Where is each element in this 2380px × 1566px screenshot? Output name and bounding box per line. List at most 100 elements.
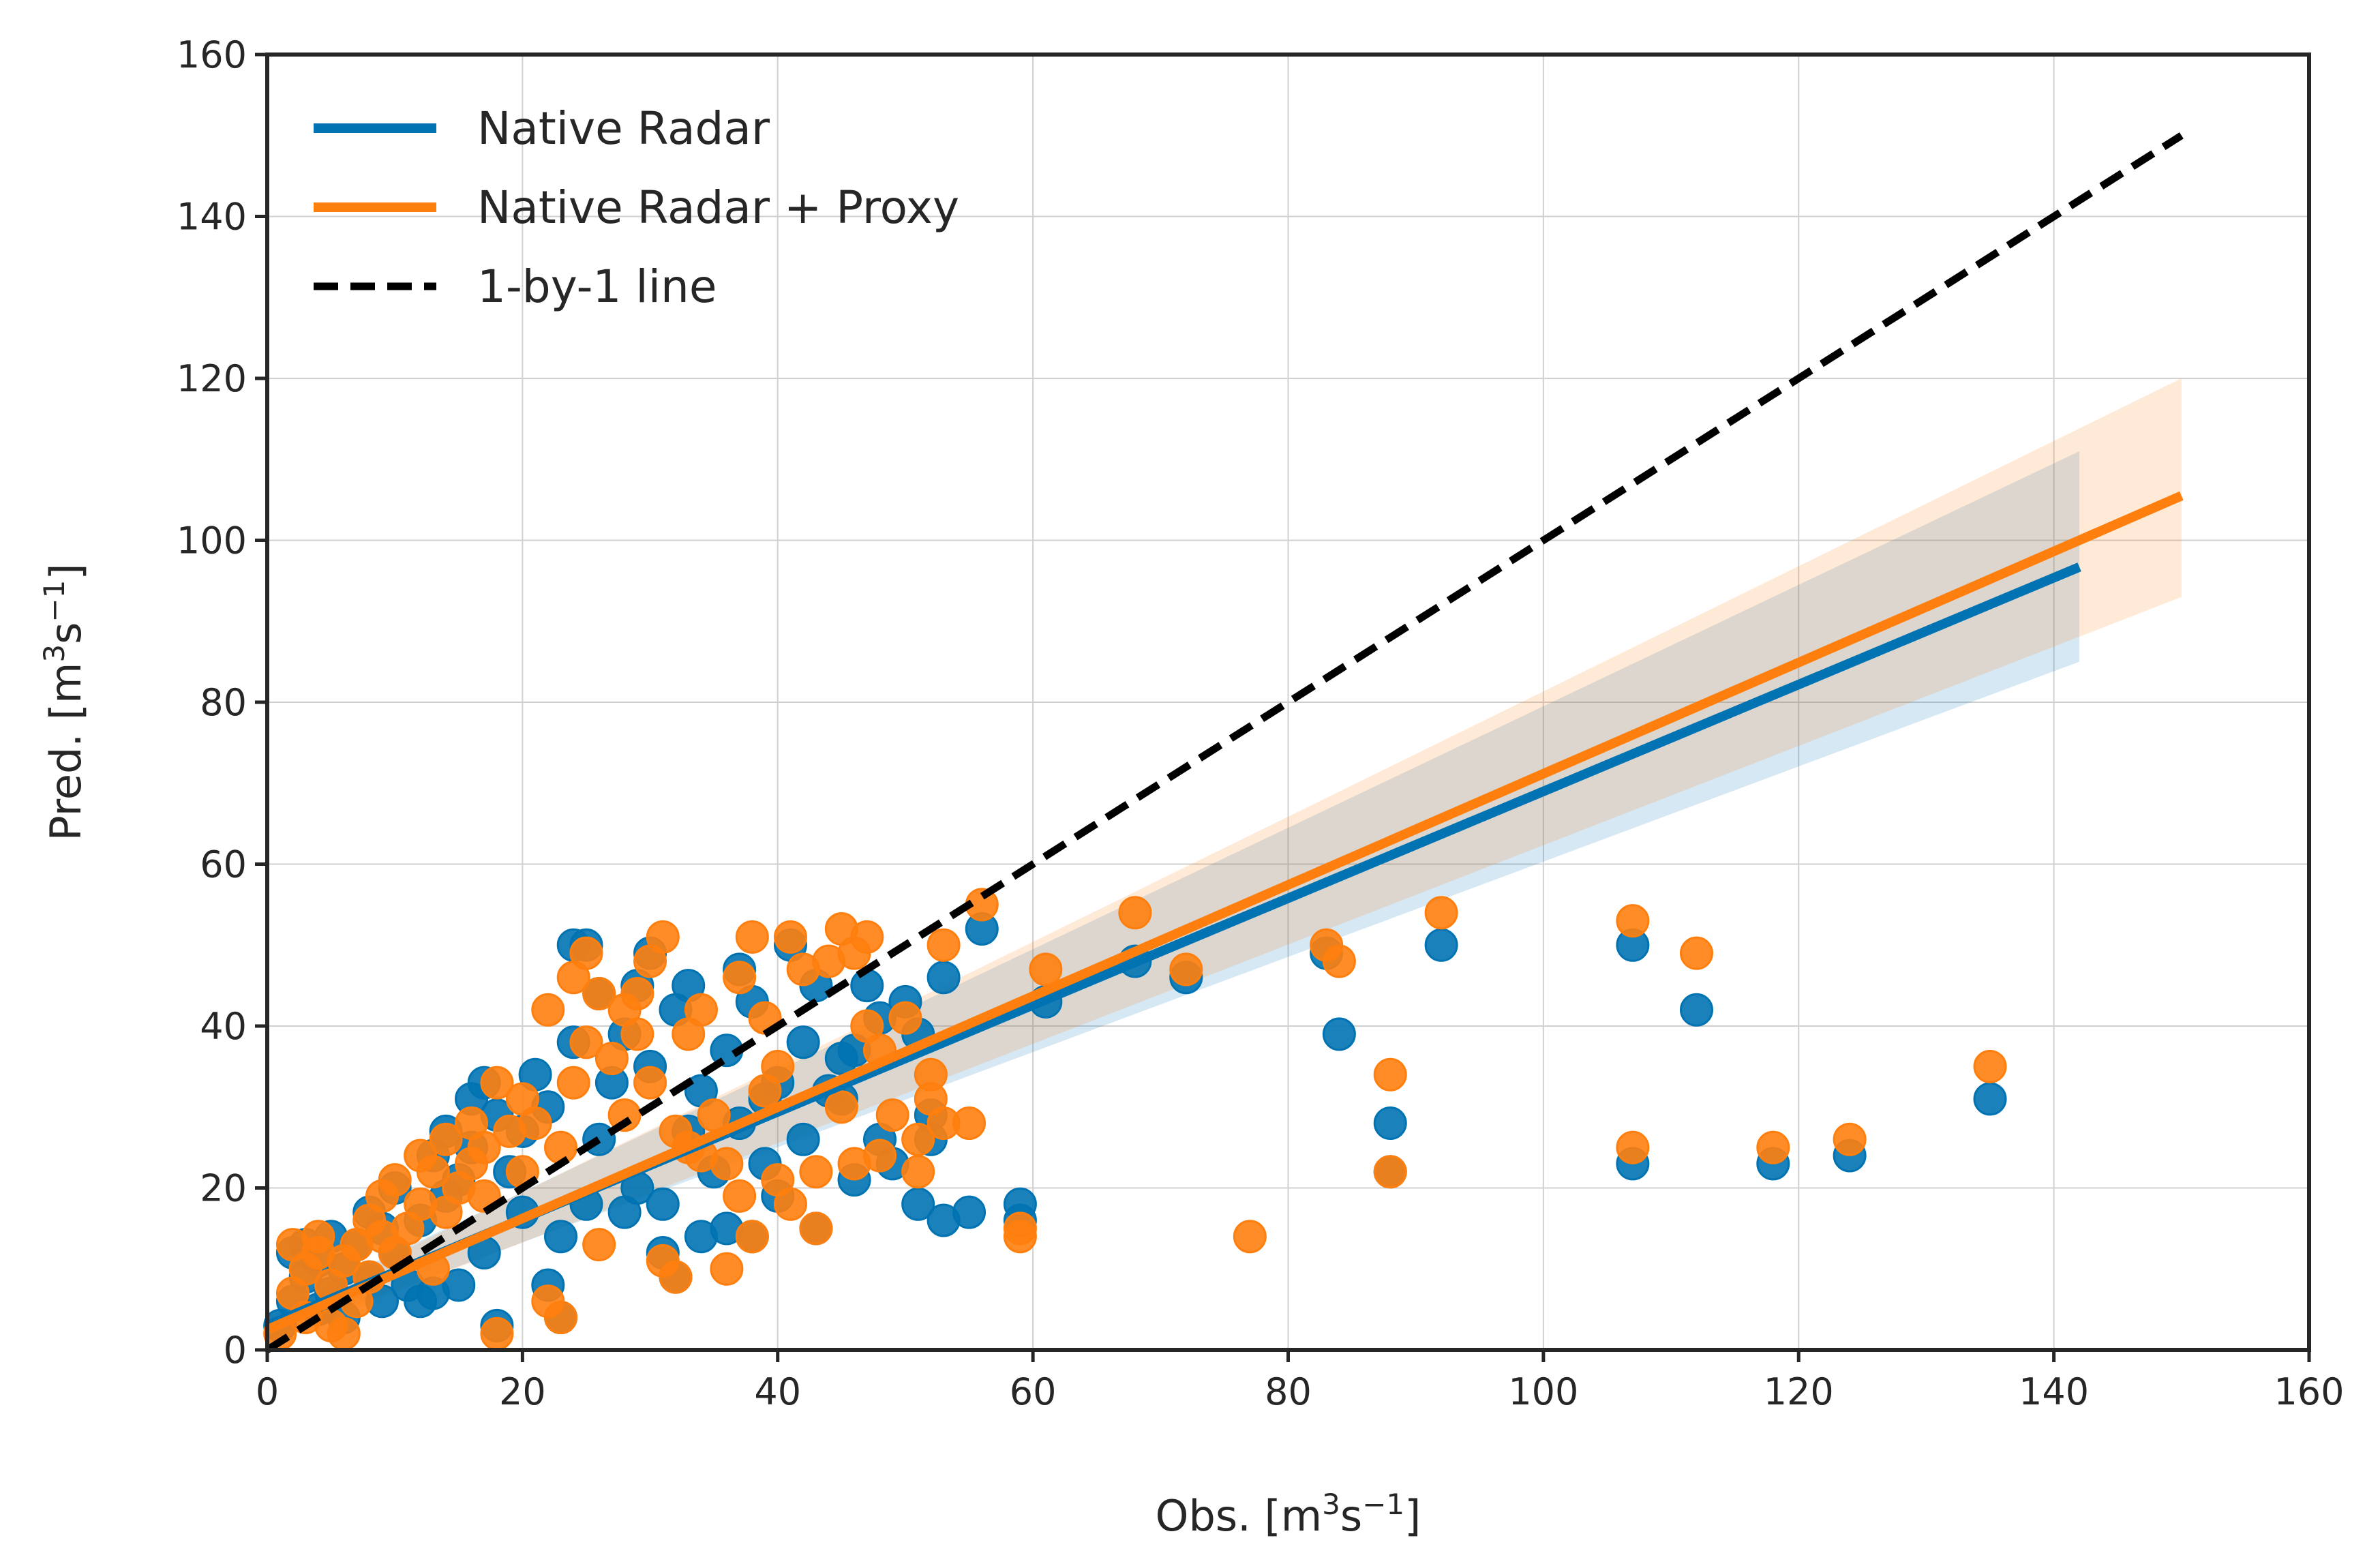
point-native-radar-proxy bbox=[1680, 936, 1713, 970]
point-native-radar-proxy bbox=[1322, 944, 1356, 978]
point-native-radar-proxy bbox=[429, 1122, 463, 1156]
point-native-radar bbox=[1322, 1017, 1356, 1051]
legend: Native Radar Native Radar + Proxy 1-by-1… bbox=[314, 102, 959, 313]
y-tick-label: 60 bbox=[200, 843, 247, 886]
point-native-radar-proxy bbox=[1616, 904, 1650, 938]
point-native-radar-proxy bbox=[888, 1001, 922, 1035]
point-native-radar-proxy bbox=[633, 1066, 667, 1100]
x-tick-label: 140 bbox=[2019, 1370, 2089, 1413]
point-native-radar-proxy bbox=[735, 920, 769, 954]
point-native-radar-proxy bbox=[556, 1066, 590, 1100]
x-tick-label: 20 bbox=[499, 1370, 546, 1413]
x-axis-title-prefix: Obs. [m bbox=[1156, 1491, 1322, 1541]
point-native-radar-proxy bbox=[1756, 1130, 1790, 1164]
point-native-radar-proxy bbox=[327, 1316, 361, 1351]
point-native-radar-proxy bbox=[659, 1260, 693, 1294]
point-native-radar-proxy bbox=[824, 1090, 858, 1124]
legend-label-native-radar-proxy: Native Radar + Proxy bbox=[477, 181, 959, 234]
point-native-radar bbox=[442, 1268, 476, 1302]
y-tick-label: 80 bbox=[200, 681, 247, 724]
point-native-radar-proxy bbox=[620, 1017, 654, 1051]
point-native-radar-proxy bbox=[799, 1155, 833, 1189]
point-native-radar-proxy bbox=[723, 1179, 757, 1213]
y-axis-title-sup2: −1 bbox=[37, 580, 71, 622]
one-to-one-line bbox=[265, 132, 2184, 1353]
point-native-radar-proxy bbox=[761, 1049, 795, 1083]
point-native-radar-proxy bbox=[582, 1228, 616, 1262]
point-native-radar-proxy bbox=[594, 1042, 629, 1075]
point-native-radar bbox=[1424, 928, 1458, 962]
point-native-radar bbox=[952, 1195, 986, 1229]
legend-label-1-by-1-line: 1-by-1 line bbox=[477, 260, 717, 313]
x-axis-title-suffix: ] bbox=[1404, 1491, 1421, 1541]
point-native-radar-proxy bbox=[620, 977, 654, 1010]
confidence-bands bbox=[267, 378, 2182, 1342]
point-native-radar-proxy bbox=[1118, 896, 1152, 930]
point-native-radar bbox=[1973, 1082, 2007, 1116]
point-native-radar-proxy bbox=[569, 936, 603, 970]
point-native-radar-proxy bbox=[952, 1106, 986, 1140]
point-native-radar-proxy bbox=[544, 1301, 578, 1334]
point-native-radar-proxy bbox=[773, 1187, 807, 1221]
y-tick-label: 120 bbox=[177, 357, 247, 400]
point-native-radar bbox=[544, 1220, 578, 1254]
point-native-radar-proxy bbox=[1029, 952, 1063, 987]
point-native-radar-proxy bbox=[863, 1139, 897, 1173]
point-native-radar-proxy bbox=[531, 993, 565, 1027]
x-tick-label: 80 bbox=[1265, 1370, 1312, 1413]
point-native-radar-proxy bbox=[723, 961, 757, 995]
point-native-radar-proxy bbox=[710, 1252, 744, 1286]
point-native-radar-proxy bbox=[773, 920, 807, 954]
point-native-radar-proxy bbox=[1833, 1122, 1867, 1156]
x-axis-title: Obs. [m3s−1] bbox=[1156, 1488, 1421, 1541]
point-native-radar-proxy bbox=[1973, 1049, 2007, 1083]
x-axis-title-mid: s bbox=[1340, 1491, 1362, 1541]
fit-line-native-radar-proxy bbox=[265, 491, 2184, 1334]
y-axis-title-sup1: 3 bbox=[37, 644, 71, 663]
point-native-radar-proxy bbox=[467, 1130, 501, 1164]
point-native-radar-proxy bbox=[799, 1211, 833, 1246]
point-native-radar-proxy bbox=[378, 1163, 412, 1197]
point-native-radar bbox=[646, 1187, 680, 1221]
y-axis-title: Pred. [m3s−1] bbox=[37, 563, 91, 841]
y-tick-label: 0 bbox=[224, 1329, 247, 1372]
point-native-radar-proxy bbox=[582, 977, 616, 1010]
x-tick-label: 0 bbox=[256, 1370, 279, 1413]
axis-ticks: 0 20 40 60 80 100 120 140 160 0 20 40 60 80 100 120 140 1… bbox=[177, 33, 2345, 1413]
point-native-radar-proxy bbox=[1373, 1057, 1407, 1091]
point-native-radar-proxy bbox=[1003, 1220, 1037, 1254]
point-native-radar-proxy bbox=[684, 993, 718, 1027]
x-tick-label: 160 bbox=[2274, 1370, 2344, 1413]
y-tick-label: 140 bbox=[177, 196, 247, 239]
point-native-radar-proxy bbox=[1424, 896, 1458, 930]
fit-lines bbox=[265, 132, 2184, 1353]
legend-label-native-radar: Native Radar bbox=[477, 102, 770, 155]
point-native-radar bbox=[786, 1025, 820, 1059]
y-tick-label: 40 bbox=[200, 1005, 247, 1048]
point-native-radar-proxy bbox=[569, 1025, 603, 1059]
point-native-radar-proxy bbox=[416, 1155, 450, 1189]
point-native-radar bbox=[786, 1122, 820, 1156]
y-tick-label: 160 bbox=[177, 33, 247, 76]
point-native-radar-proxy bbox=[1616, 1130, 1650, 1164]
x-axis-title-sup2: −1 bbox=[1362, 1488, 1404, 1521]
point-native-radar-proxy bbox=[875, 1098, 909, 1132]
point-native-radar-proxy bbox=[710, 1147, 744, 1181]
point-native-radar-proxy bbox=[480, 1066, 514, 1100]
point-native-radar-proxy bbox=[735, 1220, 769, 1254]
point-native-radar-proxy bbox=[850, 920, 884, 954]
point-native-radar bbox=[927, 961, 961, 995]
point-native-radar-proxy bbox=[1373, 1155, 1407, 1189]
point-native-radar-proxy bbox=[518, 1106, 552, 1140]
point-native-radar bbox=[850, 969, 884, 1003]
point-native-radar-proxy bbox=[901, 1155, 935, 1189]
point-native-radar-proxy bbox=[480, 1316, 514, 1351]
x-tick-label: 60 bbox=[1010, 1370, 1057, 1413]
point-native-radar-proxy bbox=[607, 1098, 642, 1132]
point-native-radar-proxy bbox=[646, 920, 680, 954]
point-native-radar bbox=[1373, 1106, 1407, 1140]
y-tick-label: 100 bbox=[177, 520, 247, 562]
point-native-radar-proxy bbox=[1169, 952, 1203, 987]
y-axis-title-prefix: Pred. [m bbox=[41, 663, 91, 841]
